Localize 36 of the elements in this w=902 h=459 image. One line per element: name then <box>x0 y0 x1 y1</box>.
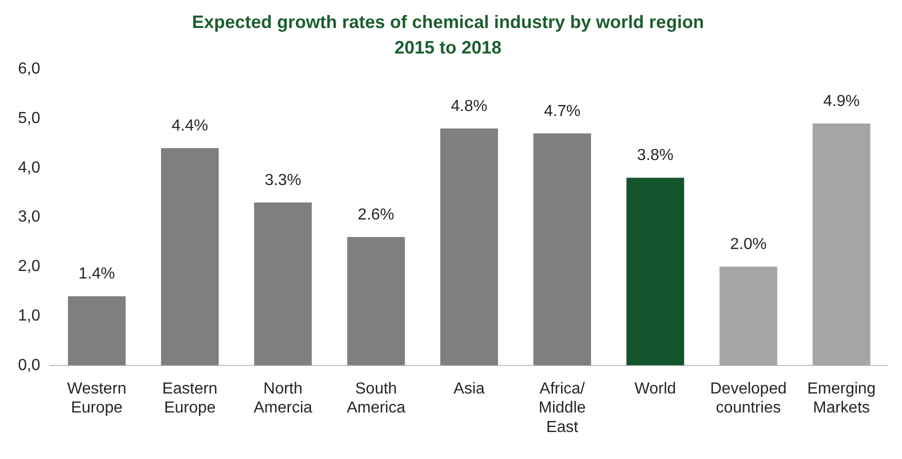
y-tick-label: 4,0 <box>18 159 40 176</box>
data-label: 1.4% <box>78 266 116 283</box>
y-tick-label: 1,0 <box>18 307 40 324</box>
x-tick-label: Emerging Markets <box>807 380 876 417</box>
y-tick-label: 2,0 <box>18 258 40 276</box>
bar <box>254 202 312 366</box>
data-label: 2.0% <box>730 236 767 254</box>
bar <box>440 128 498 366</box>
y-tick-label: 0,0 <box>18 356 40 374</box>
x-tick-label: Africa/ Middle East <box>538 380 586 436</box>
bar <box>720 266 778 366</box>
bar <box>812 124 870 366</box>
y-tick-label: 5,0 <box>18 110 40 127</box>
chart-title: Expected growth rates of chemical industry by world region <box>192 12 704 32</box>
x-tick-label: Developed countries <box>710 380 787 417</box>
x-tick-label: North Amercia <box>254 380 312 417</box>
data-label: 4.8% <box>450 98 488 115</box>
bar <box>68 296 126 366</box>
x-tick-label: South America <box>346 380 406 417</box>
bar <box>161 148 219 366</box>
y-tick-label: 6,0 <box>18 60 40 78</box>
x-tick-label: World <box>634 380 676 398</box>
data-label: 4.9% <box>823 92 860 110</box>
bar <box>347 237 405 366</box>
data-label: 2.6% <box>358 206 394 224</box>
bar <box>626 178 684 366</box>
data-label: 4.4% <box>172 118 208 135</box>
data-label: 4.7% <box>544 102 580 120</box>
x-tick-label: Eastern Europe <box>162 380 218 417</box>
bar <box>533 133 592 366</box>
chart-subtitle: 2015 to 2018 <box>394 37 502 58</box>
data-label: 3.8% <box>637 147 674 164</box>
x-tick-label: Asia <box>454 380 485 398</box>
x-tick-label: Western Europe <box>67 380 126 417</box>
y-tick-label: 3,0 <box>18 208 40 226</box>
data-label: 3.3% <box>264 172 302 189</box>
